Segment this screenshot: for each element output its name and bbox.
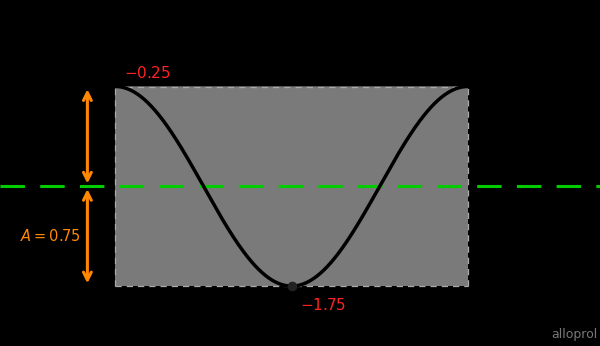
Text: $A = 0.75$: $A = 0.75$	[20, 228, 80, 244]
Text: alloprol: alloprol	[551, 328, 597, 341]
Bar	[115, 86, 468, 286]
Text: $-0.25$: $-0.25$	[124, 65, 170, 81]
Text: $-1.75$: $-1.75$	[300, 297, 346, 313]
